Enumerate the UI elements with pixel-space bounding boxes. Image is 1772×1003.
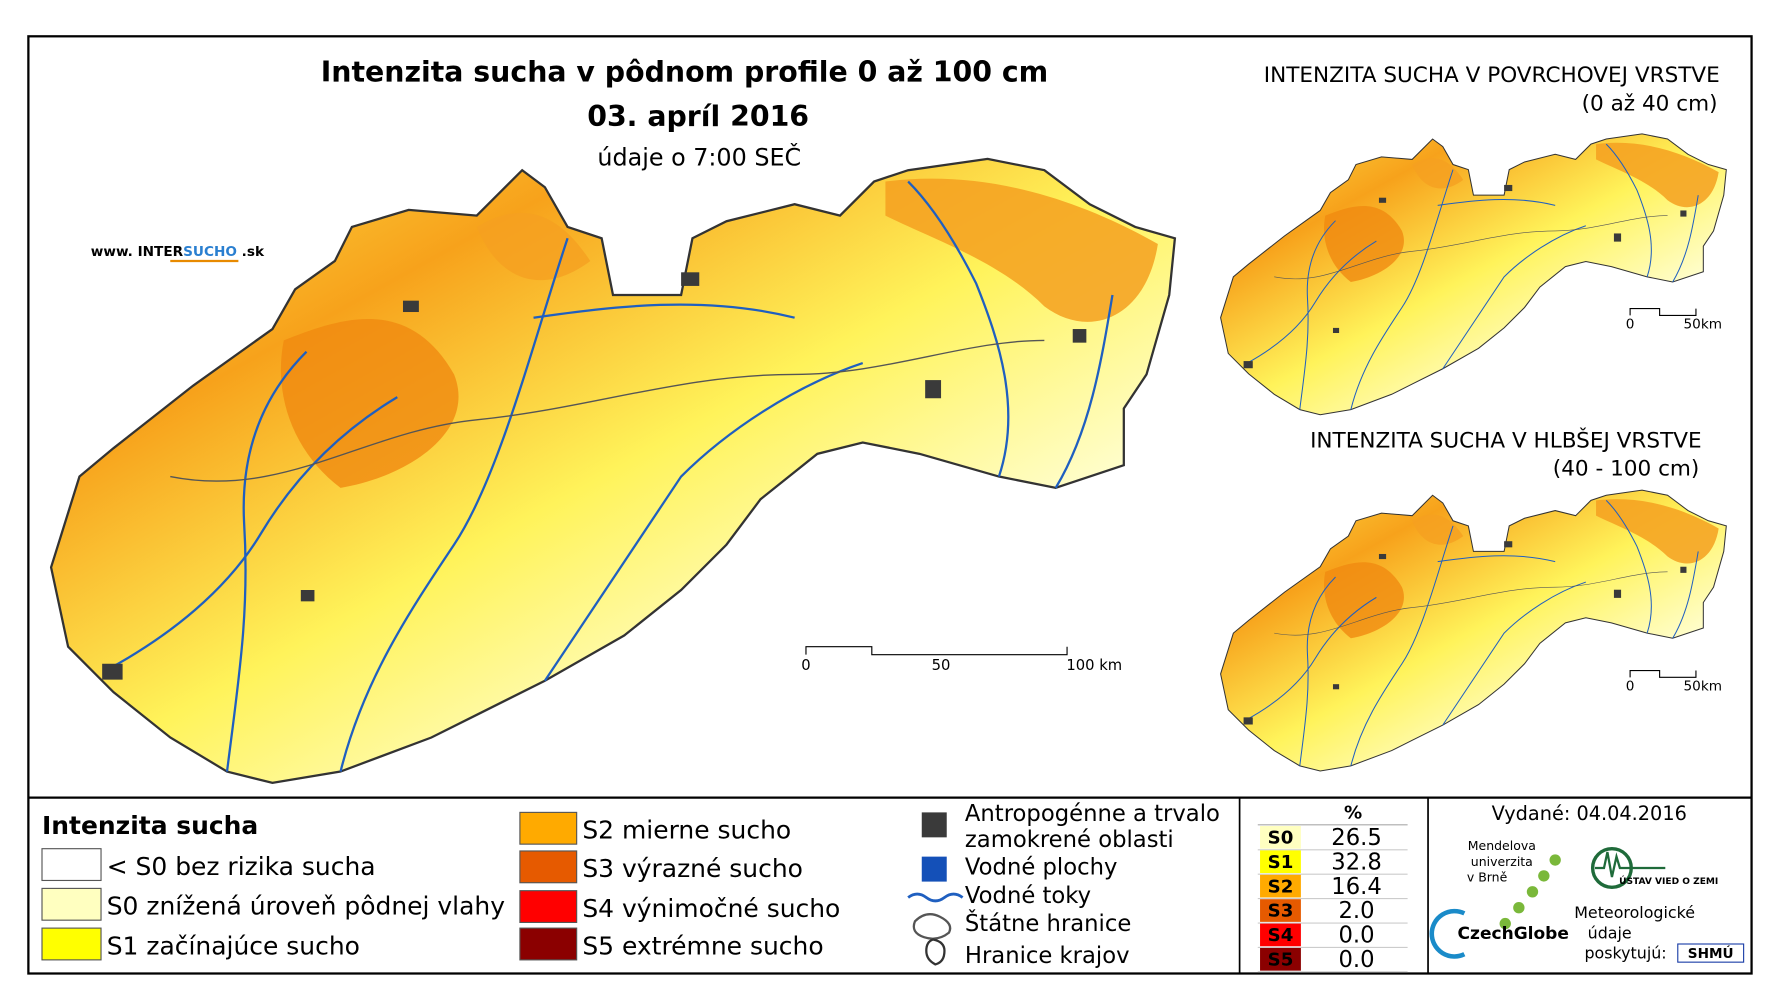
table-class-cell — [1260, 850, 1301, 874]
scale-label: 50km — [1684, 678, 1722, 694]
table-class-cell — [1260, 874, 1301, 898]
symbol-label: Hranice krajov — [965, 943, 1130, 969]
website: www. INTERSUCHO .sk — [91, 244, 265, 260]
logo-text: Meteorologické — [1574, 903, 1695, 922]
scale-label: 0 — [801, 657, 810, 674]
legend-label: S2 mierne sucho — [582, 816, 791, 845]
inset-title: INTENZITA SUCHA V HLBŠEJ VRSTVE — [1310, 427, 1702, 453]
symbol-label: Štátne hranice — [965, 909, 1131, 937]
logo-text: poskytujú: — [1584, 944, 1666, 963]
scale-label: 0 — [1626, 678, 1635, 694]
legend-label: < S0 bez rizika sucha — [107, 852, 376, 881]
table-value: 32.8 — [1331, 849, 1382, 875]
scale-label: 50km — [1684, 317, 1722, 333]
symbol-river — [907, 892, 964, 903]
symbol-label: Antropogénne a trvalo — [965, 801, 1220, 827]
legend-title: Intenzita sucha — [42, 811, 258, 840]
inset-title: INTENZITA SUCHA V POVRCHOVEJ VRSTVE — [1264, 63, 1720, 88]
table-class: S5 — [1268, 949, 1294, 970]
map-subtitle: údaje o 7:00 SEČ — [597, 143, 801, 171]
symbol-label: Vodné toky — [965, 883, 1091, 909]
logo-text: SHMÚ — [1688, 944, 1734, 962]
scale-label: 0 — [1626, 317, 1635, 333]
scale-bar — [805, 646, 1068, 656]
table-class: S4 — [1268, 925, 1294, 946]
inset-subtitle: (0 až 40 cm) — [1582, 91, 1718, 116]
logo-arc — [1429, 908, 1466, 959]
table-value: 0.0 — [1338, 947, 1374, 973]
table-value: 16.4 — [1331, 874, 1382, 900]
table-value: 2.0 — [1338, 898, 1374, 924]
legend-swatch — [519, 890, 578, 924]
legend-swatch — [41, 848, 102, 882]
legend-label: S0 znížená úroveň pôdnej vlahy — [107, 892, 506, 921]
scale-bar — [1629, 308, 1697, 316]
map-title: Intenzita sucha v pôdnom profile 0 až 10… — [321, 56, 1048, 89]
legend-swatch — [519, 811, 578, 845]
legend-swatch — [41, 887, 102, 921]
scale-label: 100 km — [1066, 657, 1122, 674]
table-class: S0 — [1268, 827, 1294, 848]
logo-box — [1677, 943, 1745, 963]
table-class: S3 — [1268, 901, 1294, 922]
table-value: 26.5 — [1331, 825, 1382, 851]
logo-text: Mendelova — [1468, 838, 1536, 853]
logo-text: ÚSTAV VIED O ZEMI — [1619, 875, 1718, 887]
symbol-urban — [921, 812, 947, 838]
scale-label: 50 — [932, 657, 951, 674]
logo-text: údaje — [1588, 923, 1632, 942]
inset-subtitle: (40 - 100 cm) — [1553, 457, 1700, 482]
symbol-water — [921, 856, 947, 882]
legend-label: S1 začínajúce sucho — [107, 931, 360, 960]
logo-dots — [1499, 854, 1561, 930]
symbol-border — [912, 913, 952, 940]
table-class-cell — [1260, 826, 1301, 849]
table-class-cell — [1260, 923, 1301, 947]
legend-label: S4 výnimočné sucho — [582, 894, 840, 923]
legend-swatch — [519, 927, 578, 961]
map-date: 03. apríl 2016 — [587, 100, 809, 133]
logo-text: v Brně — [1467, 870, 1507, 885]
table-class-cell — [1260, 899, 1301, 922]
symbol-label: zamokrené oblasti — [965, 827, 1174, 853]
logo-text: CzechGlobe — [1458, 924, 1569, 944]
issued-date: Vydané: 04.04.2016 — [1492, 802, 1687, 825]
legend-label: S3 výrazné sucho — [582, 854, 803, 883]
table-class: S2 — [1268, 876, 1294, 897]
table-header: % — [1344, 803, 1362, 824]
logo-text: univerzita — [1471, 854, 1533, 869]
scale-bar — [1629, 669, 1697, 678]
table-class-cell — [1260, 947, 1301, 971]
table-class: S1 — [1268, 852, 1294, 873]
legend-swatch — [519, 850, 578, 884]
legend-label: S5 extrémne sucho — [582, 931, 823, 960]
symbol-label: Vodné plochy — [965, 854, 1118, 880]
logo-seismo — [1594, 851, 1666, 878]
legend-swatch — [41, 927, 102, 961]
symbol-region — [925, 938, 946, 966]
table-value: 0.0 — [1338, 923, 1374, 949]
